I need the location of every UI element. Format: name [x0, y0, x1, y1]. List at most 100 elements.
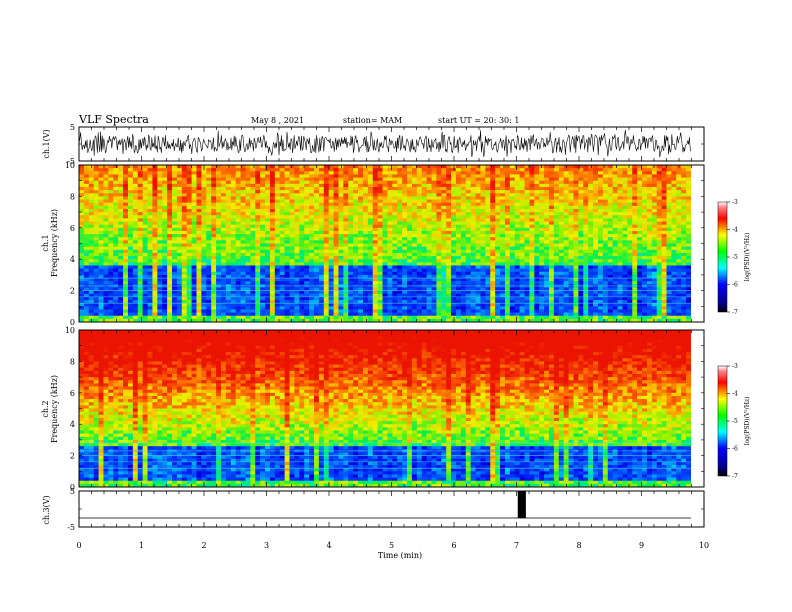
spectrogram-cell: [495, 202, 501, 207]
spectrogram-cell: [240, 315, 246, 320]
spectrogram-cell: [441, 271, 447, 276]
spectrogram-cell: [255, 230, 261, 235]
spectrogram-cell: [172, 186, 178, 191]
spectrogram-cell: [108, 221, 114, 226]
spectrogram-cell: [367, 246, 374, 251]
spectrogram-cell: [162, 318, 168, 323]
spectrogram-cell: [299, 306, 305, 310]
spectrogram-cell: [255, 296, 261, 301]
spectrogram-cell: [172, 165, 178, 169]
spectrogram-cell: [392, 290, 398, 295]
spectrogram-cell: [191, 230, 197, 235]
spectrogram-cell: [181, 221, 188, 226]
spectrogram-cell: [421, 221, 428, 226]
spectrogram-cell: [294, 303, 300, 307]
spectrogram-cell: [240, 212, 246, 216]
spectrogram-cell: [201, 186, 207, 191]
spectrogram-cell: [118, 312, 124, 317]
spectrogram-cell: [504, 180, 511, 185]
spectrogram-cell: [216, 306, 222, 310]
spectrogram-cell: [279, 180, 286, 185]
spectrogram-cell: [123, 180, 129, 185]
spectrogram-cell: [157, 271, 163, 276]
spectrogram-cell: [245, 303, 251, 307]
spectrogram-cell: [250, 199, 256, 204]
spectrogram-cell: [524, 193, 530, 197]
spectrogram-cell: [446, 278, 452, 282]
spectrogram-cell: [220, 312, 227, 317]
spectrogram-cell: [495, 271, 501, 276]
spectrogram-cell: [98, 237, 104, 241]
spectrogram-cell: [377, 165, 383, 169]
spectrogram-cell: [348, 303, 354, 307]
spectrogram-cell: [416, 256, 423, 260]
spectrogram-cell: [196, 227, 202, 232]
spectrogram-cell: [88, 227, 95, 232]
spectrogram-cell: [426, 186, 432, 191]
spectrogram-cell: [309, 237, 315, 241]
spectrogram-cell: [446, 218, 452, 222]
spectrogram-cell: [152, 212, 158, 216]
spectrogram-cell: [279, 193, 286, 197]
spectrogram-cell: [465, 306, 472, 310]
spectrogram-cell: [318, 274, 325, 279]
spectrogram-cell: [451, 293, 457, 298]
spectrogram-cell: [167, 278, 173, 282]
spectrogram-cell: [353, 171, 359, 175]
spectrogram-cell: [519, 218, 525, 222]
spectrogram-cell: [304, 318, 310, 323]
spectrogram-cell: [137, 256, 144, 260]
spectrogram-cell: [142, 171, 148, 175]
spectrogram-cell: [382, 315, 388, 320]
spectrogram-cell: [172, 315, 178, 320]
spectrogram-cell: [255, 240, 261, 244]
spectrogram-cell: [495, 183, 501, 188]
spectrogram-cell: [451, 180, 457, 185]
spectrogram-cell: [348, 290, 354, 295]
spectrogram-cell: [269, 249, 276, 254]
spectrogram-cell: [416, 193, 423, 197]
spectrogram-cell: [343, 252, 349, 257]
spectrogram-cell: [504, 240, 511, 244]
spectrogram-cell: [83, 215, 90, 219]
spectrogram-cell: [289, 165, 295, 169]
spectrogram-cell: [108, 281, 114, 285]
spectrogram-cell: [353, 271, 359, 276]
spectrogram-cell: [103, 174, 109, 178]
spectrogram-cell: [549, 274, 555, 279]
spectrogram-cell: [451, 246, 457, 251]
spectrogram-cell: [328, 186, 334, 191]
spectrogram-cell: [225, 246, 232, 251]
spectrogram-cell: [426, 249, 432, 254]
spectrogram-cell: [152, 168, 158, 172]
spectrogram-cell: [176, 265, 183, 270]
spectrogram-cell: [157, 168, 163, 172]
spectrogram-cell: [245, 243, 251, 248]
spectrogram-cell: [504, 278, 511, 282]
spectrogram-cell: [343, 315, 349, 320]
spectrogram-cell: [495, 199, 501, 204]
spectrogram-cell: [348, 186, 354, 191]
spectrogram-cell: [539, 312, 545, 317]
spectrogram-cell: [436, 193, 442, 197]
spectrogram-cell: [509, 221, 516, 226]
spectrogram-cell: [529, 165, 535, 169]
spectrogram-cell: [255, 199, 261, 204]
spectrogram-cell: [549, 190, 555, 194]
spectrogram-cell: [426, 268, 432, 273]
spectrogram-cell: [142, 212, 148, 216]
spectrogram-cell: [495, 212, 501, 216]
spectrogram-cell: [289, 293, 295, 298]
spectrogram-cell: [152, 199, 158, 204]
spectrogram-cell: [485, 183, 491, 188]
spectrogram-cell: [216, 183, 222, 188]
spectrogram-cell: [88, 246, 95, 251]
spectrogram-cell: [485, 186, 491, 191]
spectrogram-cell: [392, 190, 398, 194]
spectrogram-cell: [407, 281, 413, 285]
spectrogram-cell: [500, 246, 506, 251]
spectrogram-cell: [103, 249, 109, 254]
spectrogram-cell: [294, 237, 300, 241]
spectrogram-cell: [211, 246, 217, 251]
spectrogram-cell: [323, 278, 330, 282]
